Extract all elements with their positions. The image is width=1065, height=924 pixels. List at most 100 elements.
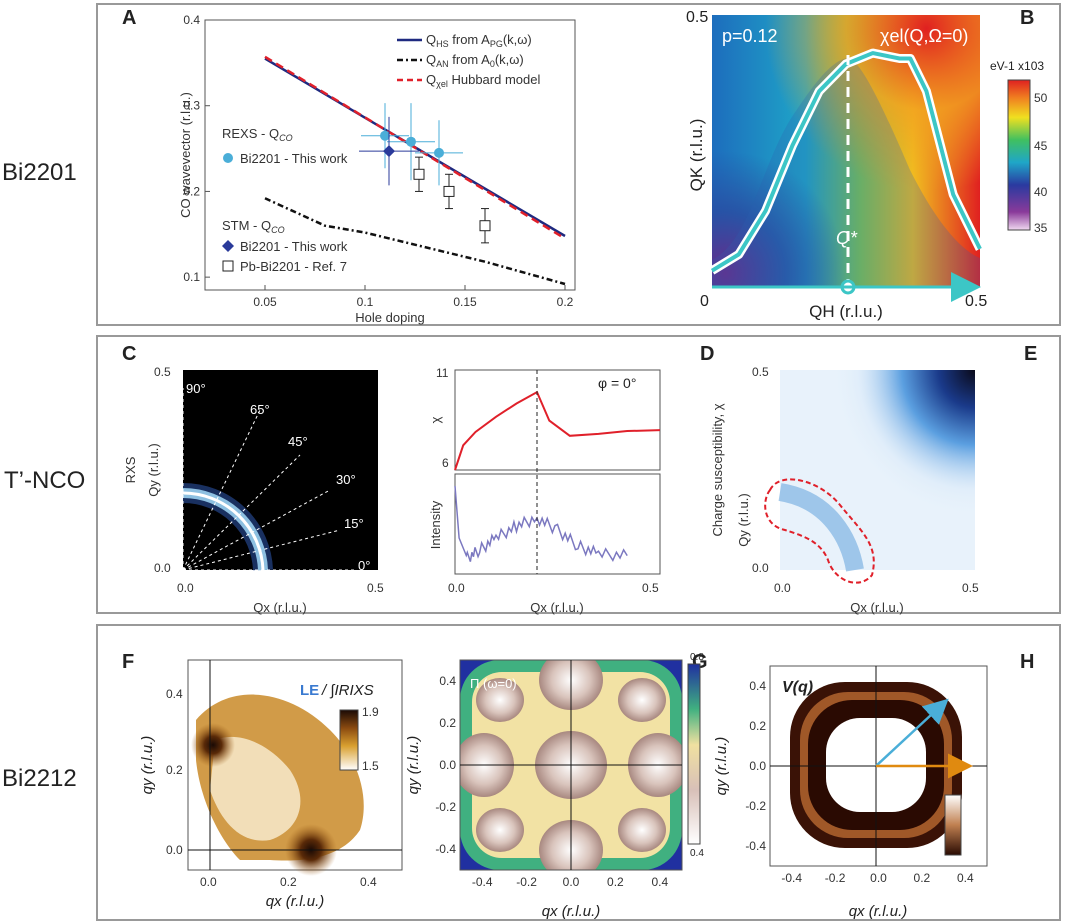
row-frame-bi2201 xyxy=(96,3,1061,326)
rexs-heading: REXS - QCO xyxy=(222,126,293,143)
panel-f-xtick-00: 0.0 xyxy=(200,875,217,889)
rexs-legend-marker xyxy=(223,153,233,163)
panel-c-xtick-05: 0.5 xyxy=(367,581,384,595)
panel-f: LE / ∫IRIXS 1.9 1.5 0.4 0.2 0.0 0.0 0.2 … xyxy=(139,659,403,910)
panel-a-xtick-1: 0.1 xyxy=(357,295,374,309)
panel-g-xtick-3: 0.2 xyxy=(607,875,624,889)
panel-b: Q* p=0.12 χel(Q,Ω=0) 0 0.5 0.5 QH (r.l.u… xyxy=(686,9,1048,321)
panel-f-xtick-02: 0.2 xyxy=(280,875,297,889)
legend-qchi: Qχel Hubbard model xyxy=(426,72,540,89)
panel-h: V(q) -0.4 -0.2 0.0 0.2 0.40.40.20.0-0.2-0.4 … xyxy=(713,665,988,920)
panel-a-series-Qchi xyxy=(264,55,566,240)
panel-a-xtick-0: 0.05 xyxy=(253,295,277,309)
panel-g-xlabel: qx (r.l.u.) xyxy=(542,903,601,920)
panel-b-curve xyxy=(710,51,982,273)
stm-diamond-point xyxy=(383,145,395,158)
row-label-bi2212: Bi2212 xyxy=(2,765,77,792)
row-label-tnco: T’-NCO xyxy=(4,467,85,494)
panel-d: φ = 0° 11 6 χ Intensity 0.0 0.5 Qx (r.l.… xyxy=(428,366,661,615)
panel-d-ytick-6: 6 xyxy=(442,456,449,470)
panel-a-xtick-2: 0.15 xyxy=(453,295,477,309)
panel-g-xtick-1: -0.2 xyxy=(516,875,537,889)
panel-f-le: LE xyxy=(300,682,319,699)
panel-letter-a: A xyxy=(122,7,136,29)
panel-h-ytick-3: -0.2 xyxy=(745,799,766,813)
panel-g-ytick-4: -0.4 xyxy=(435,842,456,856)
panel-e-xlabel: Qx (r.l.u.) xyxy=(850,600,903,615)
panel-b-xlabel: QH (r.l.u.) xyxy=(809,302,883,321)
rexs-point xyxy=(380,130,390,141)
panel-e-ytick-00: 0.0 xyxy=(752,561,769,575)
panel-c-ring-core xyxy=(182,491,265,571)
panel-f-ytick-04: 0.4 xyxy=(166,687,183,701)
angle-30: 30° xyxy=(336,472,356,487)
panel-h-ytick-2: 0.0 xyxy=(749,759,766,773)
panel-letter-h: H xyxy=(1020,651,1034,673)
panel-e-xtick-05: 0.5 xyxy=(962,581,979,595)
panel-c-ytick-05: 0.5 xyxy=(154,365,171,379)
panel-c-heatmap xyxy=(183,370,378,570)
legend-qan: QAN from A0(k,ω) xyxy=(426,52,524,69)
stm-heading: STM - QCO xyxy=(222,218,285,235)
panel-g: Π (ω=0) 0.8 0.4 -0.4 -0.2 0.0 0.2 0.4 0.4 0.2 0… xyxy=(405,652,704,920)
panel-c-xtick-00: 0.0 xyxy=(177,581,194,595)
panel-h-ylabel: qy (r.l.u.) xyxy=(713,737,730,796)
panel-d-bottom-frame xyxy=(454,473,661,575)
panel-d-xlabel: Qx (r.l.u.) xyxy=(530,600,583,615)
panel-g-xtick-2: 0.0 xyxy=(563,875,580,889)
panel-b-ylabel: QK (r.l.u.) xyxy=(687,119,706,192)
panel-d-ytick-11: 11 xyxy=(436,366,449,380)
panel-g-ytick-3: -0.2 xyxy=(435,800,456,814)
legend-qhs: QHS from APG(k,ω) xyxy=(426,32,532,49)
panel-d-chi-curve xyxy=(454,390,661,471)
panel-h-xtick-0: -0.4 xyxy=(781,871,802,885)
panel-letter-c: C xyxy=(122,343,136,365)
panel-letter-d: D xyxy=(700,343,714,365)
panel-f-colorbar xyxy=(339,709,359,771)
panel-b-cb-tick-35: 35 xyxy=(1034,221,1048,235)
row-frame-bi2212 xyxy=(96,624,1061,921)
panel-g-colorbar xyxy=(687,663,701,845)
angle-65: 65° xyxy=(250,402,270,417)
rexs-point xyxy=(434,147,444,158)
panel-d-bottom-ylabel: Intensity xyxy=(428,500,443,549)
stm-square-point xyxy=(413,168,425,180)
qstar-label: Q* xyxy=(836,228,858,248)
stm-diamond-legend-text: Bi2201 - This work xyxy=(240,239,348,254)
row-frame-tnco xyxy=(96,335,1061,614)
panel-a-ylabel: CO wavevector (r.l.u.) xyxy=(178,92,193,218)
panel-b-cb-tick-40: 40 xyxy=(1034,185,1048,199)
panel-h-blue-arrow xyxy=(875,698,949,767)
panel-letter-e: E xyxy=(1024,343,1037,365)
panel-g-ylabel: qy (r.l.u.) xyxy=(405,736,422,795)
panel-f-xlabel: qx (r.l.u.) xyxy=(266,893,325,910)
panel-e: 0.5 0.0 0.0 0.5 Qx (r.l.u.) Qy (r.l.u.) … xyxy=(710,365,979,615)
panel-b-ytick-0: 0.5 xyxy=(686,9,708,26)
panel-b-shade xyxy=(712,58,980,287)
panel-d-xtick-05: 0.5 xyxy=(642,581,659,595)
stm-square-point xyxy=(443,185,455,197)
panel-h-ytick-0: 0.4 xyxy=(749,679,766,693)
rexs-legend-text: Bi2201 - This work xyxy=(240,151,348,166)
panel-g-cb-tick-08: 0.8 xyxy=(690,652,704,663)
rexs-point xyxy=(406,136,416,147)
panel-a-series-QAN xyxy=(264,197,566,286)
panel-c-rxs-label: RXS xyxy=(123,456,138,483)
panel-a-xtick-3: 0.2 xyxy=(557,295,574,309)
panel-a-ytick-3: 0.4 xyxy=(183,13,200,27)
panel-b-chi-annot: χel(Q,Ω=0) xyxy=(880,26,968,46)
panel-g-ytick-0: 0.4 xyxy=(439,674,456,688)
panel-f-ytick-02: 0.2 xyxy=(166,763,183,777)
panel-e-outer-label: Charge susceptibility, χ xyxy=(710,403,725,536)
panel-e-ytick-05: 0.5 xyxy=(752,365,769,379)
panel-h-xtick-4: 0.4 xyxy=(957,871,974,885)
panel-b-xtick-1: 0.5 xyxy=(965,293,987,310)
angle-45: 45° xyxy=(288,434,308,449)
panel-f-ylabel: qy (r.l.u.) xyxy=(139,736,156,795)
panel-g-xtick-0: -0.4 xyxy=(472,875,493,889)
panel-f-heatmap-light xyxy=(210,736,301,841)
row-label-bi2201: Bi2201 xyxy=(2,159,77,186)
stm-square-legend-text: Pb-Bi2201 - Ref. 7 xyxy=(240,259,347,274)
panel-f-spot-top xyxy=(191,723,235,767)
